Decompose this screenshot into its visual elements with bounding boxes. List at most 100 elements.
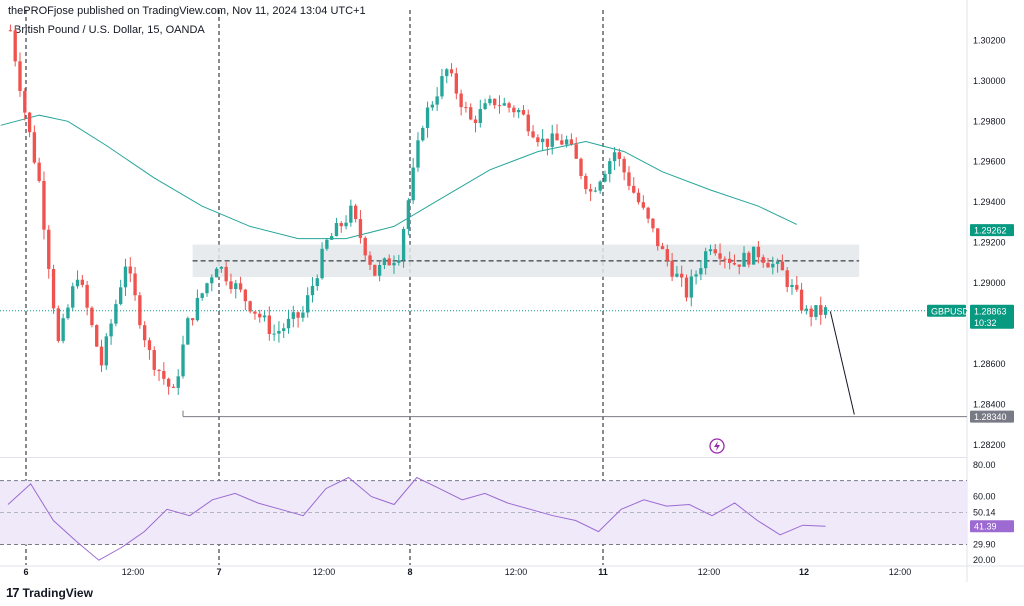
candle-body bbox=[334, 223, 339, 237]
rsi-tick-label: 60.00 bbox=[973, 492, 996, 502]
candle-body bbox=[747, 252, 751, 265]
candle-body bbox=[689, 276, 693, 298]
price-tick-label: 1.30000 bbox=[973, 76, 1006, 86]
candle-body bbox=[775, 261, 780, 264]
candle-body bbox=[377, 265, 382, 276]
candle-body bbox=[315, 278, 319, 286]
candle-body bbox=[421, 127, 425, 141]
candle-body bbox=[344, 222, 348, 227]
candle-body bbox=[819, 305, 823, 315]
rsi-line bbox=[7, 476, 826, 561]
price-label-text: 1.29262 bbox=[974, 226, 1007, 236]
candle-body bbox=[713, 249, 717, 254]
candle-body bbox=[133, 273, 137, 296]
candle-body bbox=[267, 315, 272, 335]
candle-body bbox=[454, 73, 459, 94]
candle-body bbox=[95, 325, 99, 347]
candle-body bbox=[588, 189, 593, 192]
candle-body bbox=[795, 284, 799, 290]
price-tick-label: 1.28400 bbox=[973, 399, 1006, 409]
time-tick-label: 12:00 bbox=[889, 567, 912, 577]
candle-body bbox=[243, 289, 248, 302]
price-tick-label: 1.29800 bbox=[973, 116, 1006, 126]
candle-body bbox=[545, 138, 550, 147]
price-tick-label: 1.30200 bbox=[973, 35, 1006, 45]
candle-body bbox=[181, 344, 185, 377]
candle-body bbox=[732, 263, 737, 265]
rsi-current-value: 41.39 bbox=[974, 522, 997, 532]
tradingview-logo-icon: 17 bbox=[6, 585, 20, 600]
candle-body bbox=[497, 105, 502, 107]
candle-body bbox=[301, 312, 305, 318]
candle-body bbox=[435, 96, 439, 105]
price-label-text: 1.28340 bbox=[974, 412, 1007, 422]
candle-body bbox=[727, 258, 732, 264]
candle-body bbox=[56, 308, 61, 341]
candle-body bbox=[598, 181, 602, 191]
candle-body bbox=[627, 172, 631, 186]
candle-body bbox=[445, 69, 449, 77]
candle-body bbox=[612, 152, 617, 162]
candle-body bbox=[190, 318, 195, 321]
candle-body bbox=[397, 260, 401, 263]
candle-body bbox=[699, 268, 703, 275]
candle-body bbox=[99, 346, 104, 366]
candle-body bbox=[718, 253, 722, 259]
candle-body bbox=[608, 161, 612, 175]
candle-body bbox=[651, 218, 655, 229]
time-tick-label: 8 bbox=[407, 567, 412, 577]
candle-body bbox=[790, 284, 794, 288]
candle-body bbox=[564, 139, 569, 145]
time-tick-label: 12:00 bbox=[122, 567, 145, 577]
candle-body bbox=[138, 295, 142, 326]
candle-body bbox=[210, 277, 214, 284]
candle-body bbox=[152, 350, 156, 370]
flash-icon-bolt bbox=[714, 441, 720, 451]
candle-body bbox=[253, 311, 257, 314]
current-price-text: 1.28863 bbox=[974, 306, 1007, 316]
candle-body bbox=[593, 190, 598, 192]
candle-body bbox=[37, 162, 41, 181]
candle-body bbox=[823, 307, 828, 315]
candle-body bbox=[751, 246, 756, 265]
tradingview-brand: 17 TradingView bbox=[6, 585, 93, 600]
rsi-level-box bbox=[970, 538, 1014, 551]
candle-body bbox=[176, 376, 180, 388]
candle-body bbox=[440, 76, 444, 97]
candle-body bbox=[277, 330, 281, 334]
candle-body bbox=[814, 305, 818, 317]
symbol-label-box bbox=[927, 304, 966, 317]
price-tick-label: 1.29600 bbox=[973, 157, 1006, 167]
candle-body bbox=[473, 119, 478, 124]
candle-body bbox=[61, 318, 65, 341]
candle-body bbox=[310, 285, 315, 296]
candle-body bbox=[493, 98, 497, 106]
price-tick-label: 1.28600 bbox=[973, 359, 1006, 369]
candle-body bbox=[569, 139, 574, 145]
candle-body bbox=[286, 318, 291, 329]
candle-body bbox=[8, 30, 13, 32]
candle-body bbox=[665, 249, 669, 261]
candle-body bbox=[224, 266, 228, 282]
candle-body bbox=[363, 237, 367, 256]
candle-body bbox=[373, 264, 377, 276]
rsi-tick-label: 20.00 bbox=[973, 555, 996, 565]
candle-body bbox=[353, 205, 358, 220]
candle-body bbox=[147, 340, 152, 351]
candle-body bbox=[219, 266, 224, 269]
time-tick-label: 12:00 bbox=[505, 567, 528, 577]
candle-body bbox=[771, 263, 775, 268]
candle-body bbox=[42, 180, 46, 230]
candle-body bbox=[123, 266, 128, 288]
publish-info: thePROFjose published on TradingView.com… bbox=[8, 5, 366, 17]
candle-body bbox=[291, 312, 295, 319]
candle-body bbox=[282, 328, 286, 331]
candle-body bbox=[641, 202, 646, 208]
candle-body bbox=[75, 279, 80, 287]
projection-line bbox=[829, 311, 855, 415]
candle-body bbox=[550, 133, 554, 147]
candle-body bbox=[737, 264, 741, 267]
candle-body bbox=[401, 228, 406, 261]
candle-body bbox=[214, 268, 219, 278]
